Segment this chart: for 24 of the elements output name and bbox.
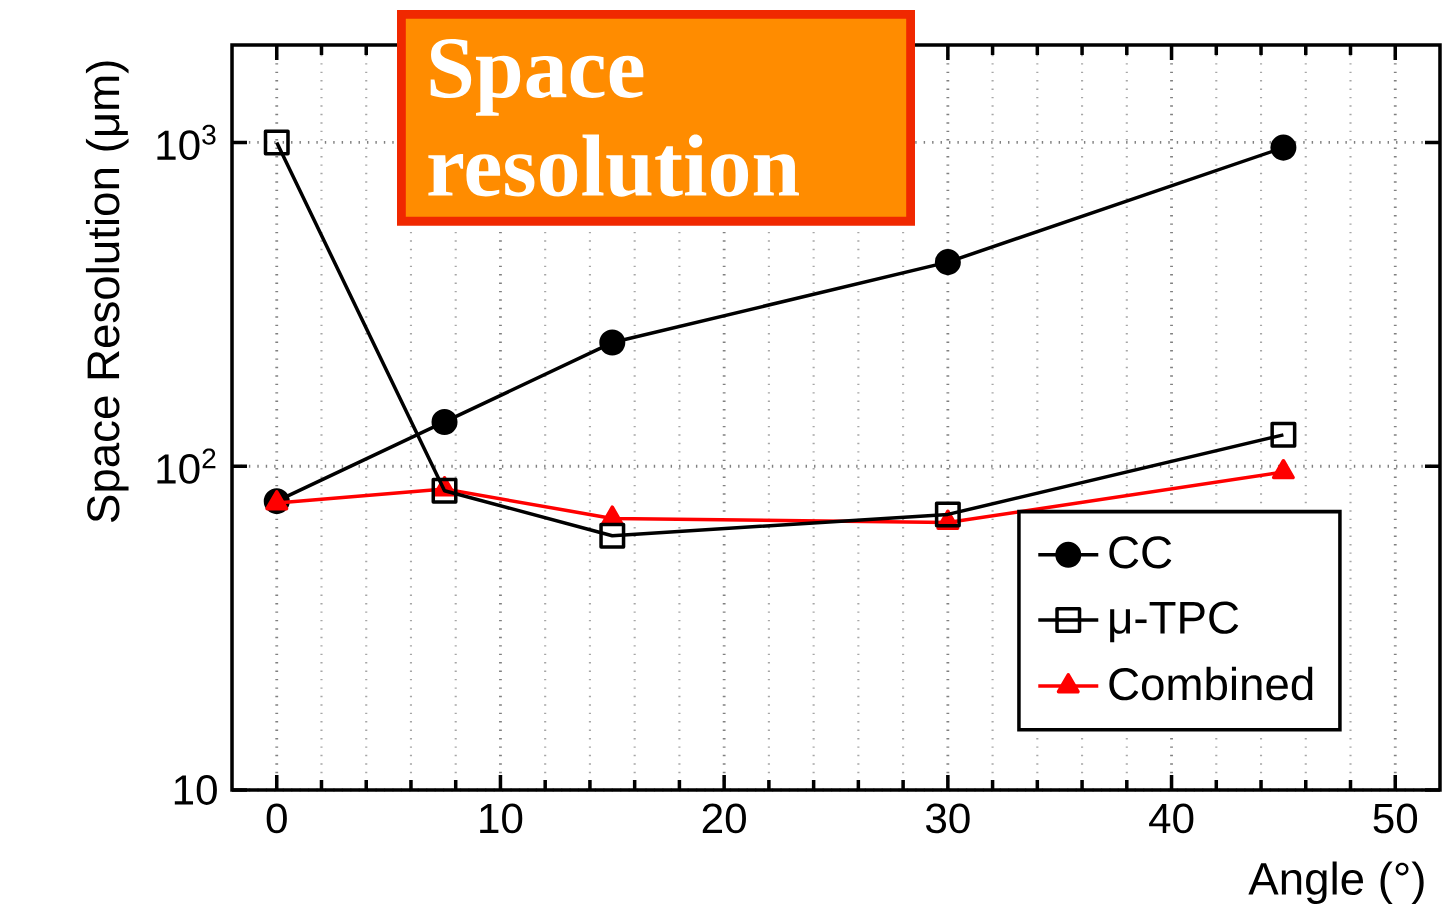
point <box>1270 134 1297 161</box>
annotation: Space resolution <box>428 39 799 197</box>
point <box>1270 421 1297 448</box>
point <box>934 249 961 276</box>
y-tick-label: 10 <box>174 775 217 805</box>
point <box>934 501 961 528</box>
point <box>599 329 626 356</box>
legend-label: Combined <box>1109 666 1313 701</box>
legend-label: CC <box>1109 536 1172 569</box>
y-tick-label: 10$^{3}$ <box>157 124 216 161</box>
x-tick-label: 50 <box>1373 803 1418 834</box>
y-tick-label: 10$^{2}$ <box>157 448 216 484</box>
y-axis-title: Space Resolution (μm) <box>85 61 129 523</box>
x-axis-title: Angle (°) <box>1248 861 1424 905</box>
point <box>431 408 458 435</box>
legend-label: μ-TPC <box>1110 601 1239 643</box>
point <box>599 522 626 549</box>
x-tick-label: 20 <box>702 803 746 834</box>
point <box>431 477 458 504</box>
x-tick-label: 10 <box>480 803 523 834</box>
point <box>263 129 290 156</box>
x-tick-label: 40 <box>1149 803 1194 834</box>
x-tick-label: 30 <box>925 803 970 834</box>
x-tick-label: 0 <box>266 803 287 834</box>
